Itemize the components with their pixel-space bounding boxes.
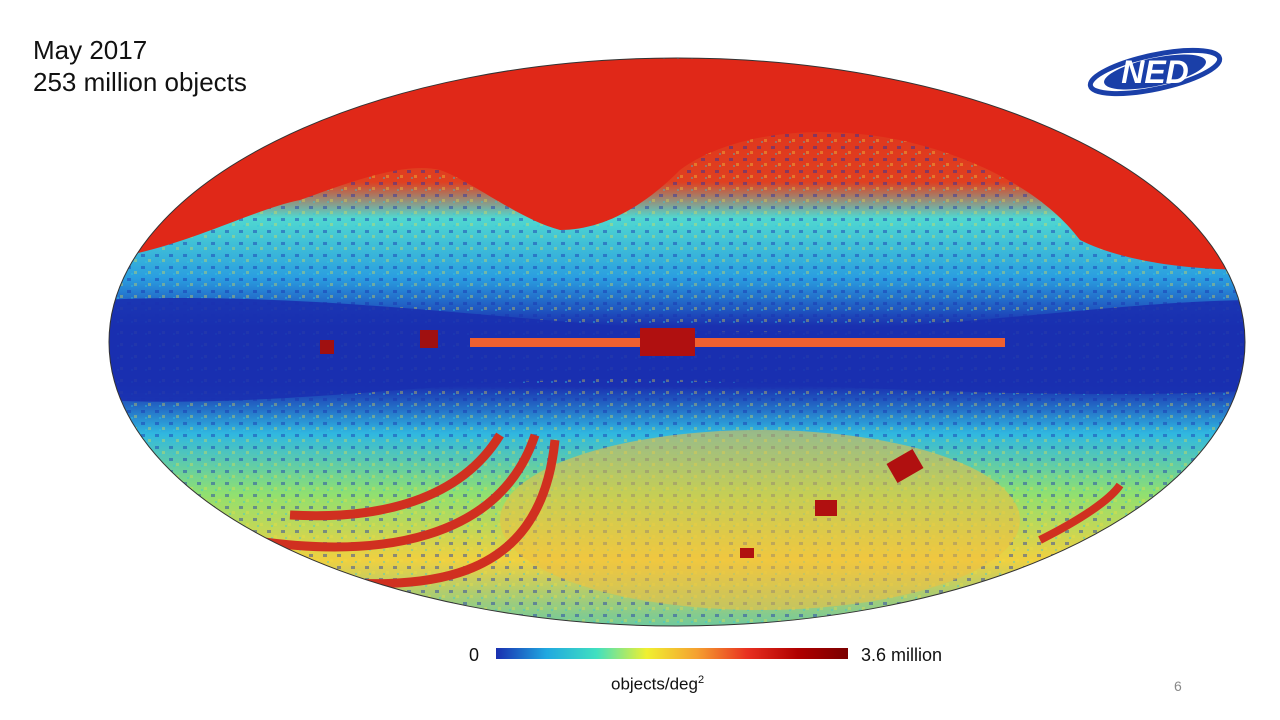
plane-survey-strip xyxy=(470,338,1005,347)
survey-arc-1 xyxy=(289,432,504,521)
map-content xyxy=(109,58,1245,626)
southern-dense-region xyxy=(500,430,1020,610)
colorbar-unit-label: objects/deg2 xyxy=(611,674,704,695)
slide-title: May 2017 253 million objects xyxy=(33,34,247,98)
colorbar-min-label: 0 xyxy=(469,645,480,665)
survey-arc-2 xyxy=(249,433,540,552)
survey-arc-4 xyxy=(1038,482,1124,544)
unit-exponent: 2 xyxy=(697,674,705,686)
unit-base: objects/deg xyxy=(611,674,698,694)
colorbar xyxy=(496,648,848,659)
logo-text: NED xyxy=(1121,54,1189,90)
title-date: May 2017 xyxy=(33,35,148,65)
north-cap-region xyxy=(109,60,1245,270)
title-object-count: 253 million objects xyxy=(33,67,247,97)
ned-logo: NED xyxy=(1087,47,1223,97)
page-number: 6 xyxy=(1174,678,1182,694)
colorbar-max-label: 3.6 million xyxy=(861,645,943,665)
